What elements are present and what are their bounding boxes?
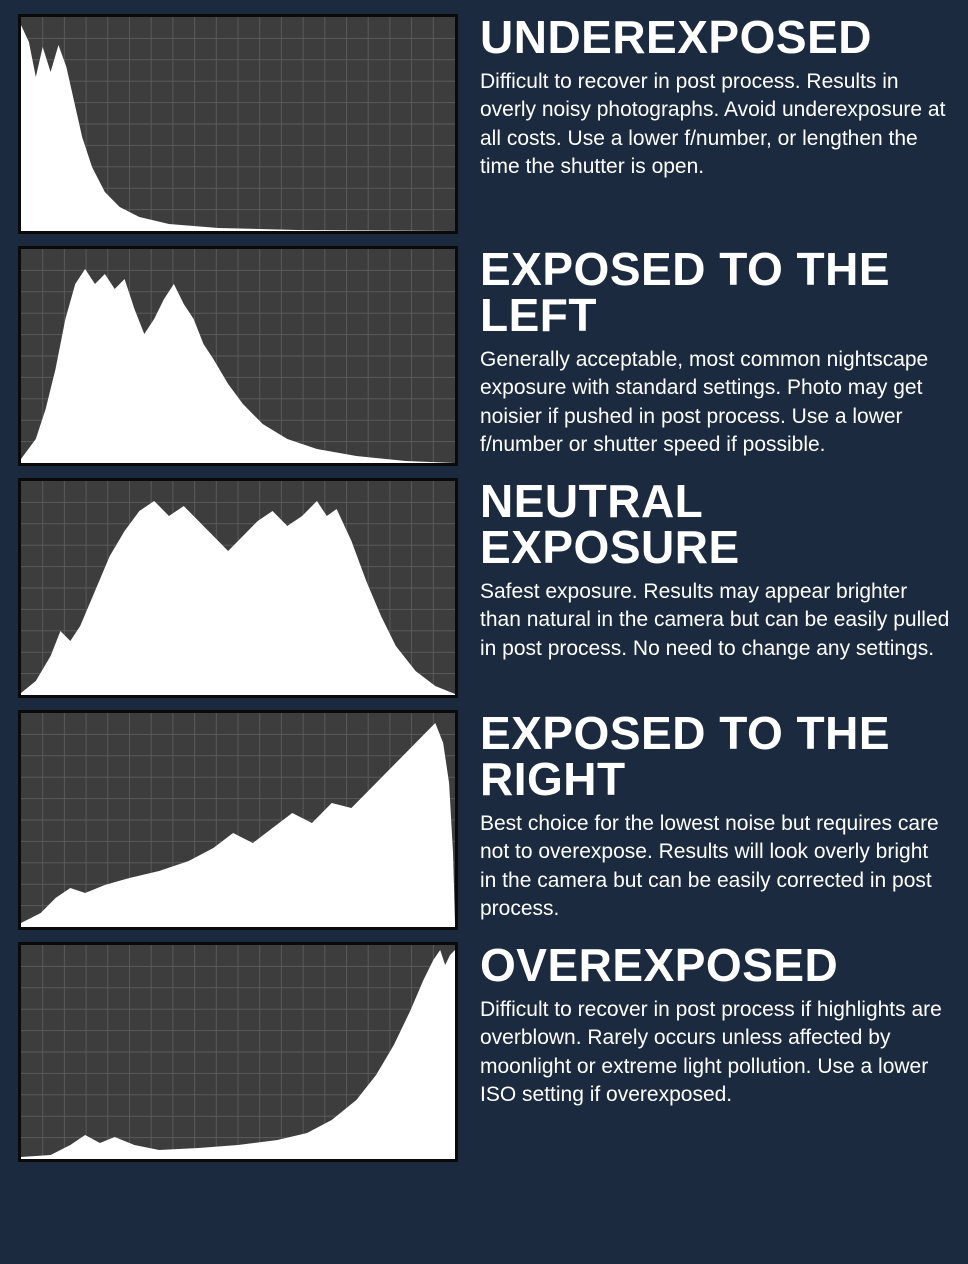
text-col-exposed-right: EXPOSED TO THE RIGHT Best choice for the… <box>480 710 950 923</box>
desc-underexposed: Difficult to recover in post process. Re… <box>480 68 950 181</box>
exposure-row-exposed-left: EXPOSED TO THE LEFT Generally acceptable… <box>18 246 950 466</box>
histogram-exposed-right <box>18 710 458 930</box>
infographic-container: UNDEREXPOSED Difficult to recover in pos… <box>0 0 968 1188</box>
histogram-neutral <box>18 478 458 698</box>
histogram-overexposed <box>18 942 458 1162</box>
text-col-exposed-left: EXPOSED TO THE LEFT Generally acceptable… <box>480 246 950 459</box>
exposure-row-exposed-right: EXPOSED TO THE RIGHT Best choice for the… <box>18 710 950 930</box>
title-overexposed: OVEREXPOSED <box>480 942 950 988</box>
exposure-row-neutral: NEUTRAL EXPOSURE Safest exposure. Result… <box>18 478 950 698</box>
desc-exposed-right: Best choice for the lowest noise but req… <box>480 810 950 923</box>
title-underexposed: UNDEREXPOSED <box>480 14 950 60</box>
desc-overexposed: Difficult to recover in post process if … <box>480 996 950 1109</box>
text-col-neutral: NEUTRAL EXPOSURE Safest exposure. Result… <box>480 478 950 663</box>
histogram-exposed-left <box>18 246 458 466</box>
exposure-row-underexposed: UNDEREXPOSED Difficult to recover in pos… <box>18 14 950 234</box>
exposure-row-overexposed: OVEREXPOSED Difficult to recover in post… <box>18 942 950 1162</box>
title-neutral: NEUTRAL EXPOSURE <box>480 478 950 570</box>
title-exposed-right: EXPOSED TO THE RIGHT <box>480 710 950 802</box>
desc-neutral: Safest exposure. Results may appear brig… <box>480 578 950 663</box>
text-col-overexposed: OVEREXPOSED Difficult to recover in post… <box>480 942 950 1109</box>
text-col-underexposed: UNDEREXPOSED Difficult to recover in pos… <box>480 14 950 181</box>
title-exposed-left: EXPOSED TO THE LEFT <box>480 246 950 338</box>
histogram-underexposed <box>18 14 458 234</box>
desc-exposed-left: Generally acceptable, most common nights… <box>480 346 950 459</box>
